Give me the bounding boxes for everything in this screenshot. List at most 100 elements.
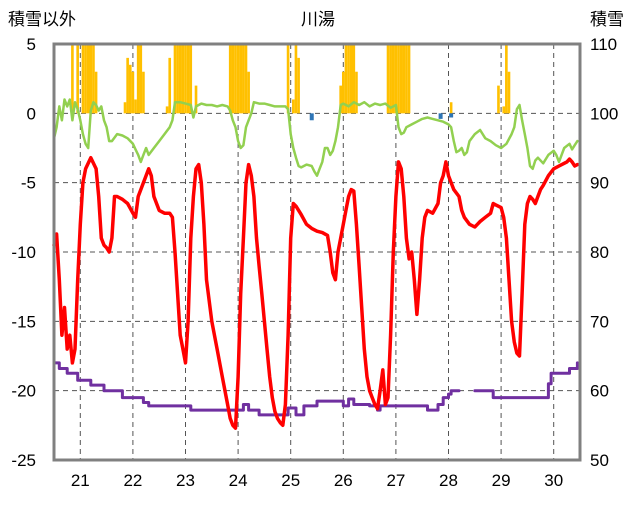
sunshine-bar bbox=[242, 44, 245, 114]
sunshine-bar bbox=[94, 71, 98, 114]
sunshine-bar bbox=[178, 44, 182, 114]
left-y-tick-label: 0 bbox=[27, 104, 36, 123]
sunshine-bar bbox=[399, 44, 403, 114]
right-y-tick-label: 60 bbox=[590, 382, 609, 401]
sunshine-bar bbox=[126, 57, 129, 114]
sunshine-bar bbox=[449, 102, 453, 114]
sunshine-bar bbox=[234, 44, 237, 114]
left-y-tick-label: -5 bbox=[21, 174, 36, 193]
precipitation-bar bbox=[309, 113, 314, 121]
sunshine-bar bbox=[76, 44, 79, 114]
right-y-tick-label: 90 bbox=[590, 174, 609, 193]
sunshine-bar bbox=[405, 44, 408, 114]
sunshine-bar bbox=[389, 44, 392, 114]
x-tick-label: 27 bbox=[386, 471, 405, 490]
sunshine-bar bbox=[397, 44, 400, 114]
x-tick-label: 28 bbox=[439, 471, 458, 490]
sunshine-bar bbox=[297, 57, 300, 114]
right-axis-title: 積雪 bbox=[590, 10, 624, 29]
sunshine-bar bbox=[168, 57, 172, 114]
precipitation-bar bbox=[449, 113, 454, 118]
sunshine-bar bbox=[236, 44, 240, 114]
left-y-tick-label: -15 bbox=[11, 312, 36, 331]
sunshine-bar bbox=[497, 85, 500, 114]
sunshine-bar bbox=[507, 71, 511, 114]
sunshine-bar bbox=[139, 44, 143, 114]
sunshine-bar bbox=[239, 44, 243, 114]
sunshine-bar bbox=[505, 44, 508, 114]
temperature-line bbox=[52, 155, 580, 430]
right-y-tick-label: 50 bbox=[590, 451, 609, 470]
sunshine-bar bbox=[391, 44, 395, 114]
sunshine-bar bbox=[286, 44, 290, 114]
sunshine-bar bbox=[134, 99, 137, 114]
sunshine-bar bbox=[92, 44, 95, 114]
sunshine-bar bbox=[231, 44, 235, 114]
sunshine-bar bbox=[228, 44, 232, 114]
sunshine-bar bbox=[347, 44, 350, 114]
left-y-tick-label: -20 bbox=[11, 382, 36, 401]
x-tick-label: 22 bbox=[123, 471, 142, 490]
left-axis-title: 積雪以外 bbox=[8, 10, 76, 29]
sunshine-bar bbox=[194, 85, 198, 114]
sunshine-bar bbox=[294, 44, 298, 114]
sunshine-bar bbox=[502, 106, 506, 114]
sunshine-bar bbox=[402, 44, 406, 114]
grid bbox=[54, 44, 580, 460]
sunshine-bar bbox=[186, 44, 190, 114]
sunshine-bar bbox=[355, 71, 358, 114]
sunshine-bar bbox=[142, 71, 145, 114]
x-tick-label: 25 bbox=[281, 471, 300, 490]
sunshine-bar bbox=[89, 44, 93, 114]
right-y-tick-label: 70 bbox=[590, 312, 609, 331]
sunshine-bar bbox=[344, 44, 348, 114]
sunshine-bar bbox=[128, 64, 132, 114]
sunshine-bar bbox=[386, 44, 390, 114]
right-y-tick-label: 100 bbox=[590, 104, 618, 123]
sunshine-bar bbox=[176, 44, 179, 114]
snow_depth-line bbox=[52, 361, 579, 417]
sunshine-bar bbox=[339, 85, 342, 114]
left-y-tick-label: -10 bbox=[11, 243, 36, 262]
sunshine-bar bbox=[81, 44, 85, 114]
sunshine-bar bbox=[349, 44, 353, 114]
sunshine-bar bbox=[136, 44, 140, 114]
right-y-tick-label: 80 bbox=[590, 243, 609, 262]
sunshine-bar bbox=[407, 44, 411, 114]
series-lines bbox=[52, 98, 580, 430]
sunshine-bar bbox=[394, 44, 398, 114]
x-tick-label: 21 bbox=[71, 471, 90, 490]
sunshine-bar bbox=[184, 44, 187, 114]
left-y-tick-label: 5 bbox=[27, 35, 36, 54]
sunshine-bar bbox=[189, 44, 193, 114]
sunshine-bar bbox=[84, 44, 87, 114]
sunshine-bar bbox=[352, 44, 356, 114]
sunshine-bar bbox=[165, 106, 169, 114]
sunshine-bar bbox=[173, 44, 177, 114]
x-tick-label: 29 bbox=[492, 471, 511, 490]
precipitation-bar bbox=[438, 113, 443, 119]
x-tick-label: 26 bbox=[334, 471, 353, 490]
sunshine-bar bbox=[292, 99, 295, 114]
sunshine-bar bbox=[123, 102, 127, 114]
precipitation-bars bbox=[309, 113, 454, 121]
sunshine-bar bbox=[86, 44, 90, 114]
sunshine-bars bbox=[71, 44, 511, 114]
sunshine-bar bbox=[247, 71, 250, 114]
sunshine-bar bbox=[181, 44, 185, 114]
chart-title: 川湯 bbox=[301, 10, 335, 29]
sunshine-bar bbox=[131, 71, 135, 114]
x-tick-label: 30 bbox=[544, 471, 563, 490]
sunshine-bar bbox=[341, 71, 345, 114]
left-y-tick-label: -25 bbox=[11, 451, 36, 470]
x-tick-label: 23 bbox=[176, 471, 195, 490]
sunshine-bar bbox=[244, 44, 248, 114]
humidity_like-line bbox=[52, 98, 579, 177]
right-y-tick-label: 110 bbox=[590, 35, 617, 54]
sunshine-bar bbox=[71, 44, 74, 114]
x-tick-label: 24 bbox=[229, 471, 248, 490]
